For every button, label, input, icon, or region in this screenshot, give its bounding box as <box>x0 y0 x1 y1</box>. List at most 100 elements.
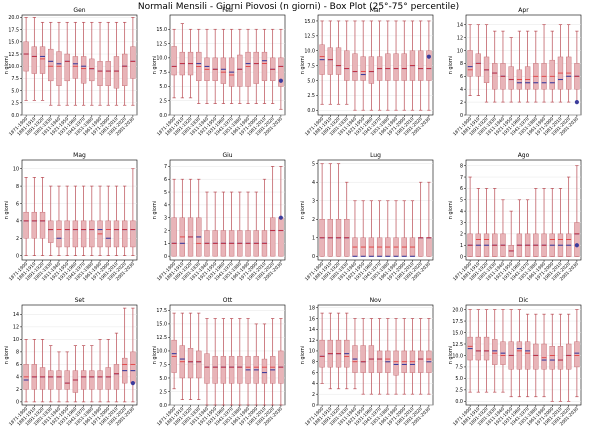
y-tick-label: 15.0 <box>304 19 315 25</box>
y-tick-label: 2 <box>460 100 463 106</box>
box <box>31 46 37 74</box>
box <box>212 356 218 384</box>
y-tick-label: 0 <box>312 403 315 409</box>
subplot-title: Set <box>75 297 86 304</box>
box <box>23 211 29 239</box>
box <box>48 48 54 82</box>
subplot-gen: Gen 0.0 2.5 5.0 7.5 10.0 12.5 15.0 17.5 20.0 n gio… <box>4 7 138 137</box>
box <box>113 56 120 89</box>
y-tick-label: 15.0 <box>156 322 167 328</box>
box <box>105 220 111 248</box>
box <box>56 220 62 248</box>
plot-area <box>317 14 434 116</box>
y-tick-label: 20.0 <box>8 15 19 21</box>
y-axis-label: n giorni <box>152 201 158 219</box>
box <box>492 63 498 90</box>
y-tick-label: 12.5 <box>156 41 167 47</box>
y-tick-label: 7 <box>460 175 463 181</box>
box <box>483 336 490 361</box>
y-tick-label: 5.0 <box>307 78 315 84</box>
y-tick-label: 6 <box>460 74 463 80</box>
box <box>426 50 432 81</box>
y-axis-label: n giorni <box>448 346 454 364</box>
plot-area <box>169 304 286 406</box>
y-tick-label: 17.5 <box>8 27 19 33</box>
box <box>80 220 87 248</box>
y-tick-label: 12.5 <box>452 342 463 348</box>
y-axis-label: n giorni <box>152 56 158 74</box>
y-axis-label: n giorni <box>300 346 306 364</box>
subplot-title: Feb <box>222 7 233 14</box>
y-tick-label: 2.5 <box>159 99 167 105</box>
y-tick-label: 20.0 <box>452 307 463 313</box>
box <box>327 47 333 75</box>
y-axis-label: n giorni <box>4 201 10 219</box>
y-tick-label: 2 <box>16 236 19 242</box>
y-tick-label: 5 <box>312 162 315 168</box>
y-tick-label: 6 <box>164 177 167 183</box>
y-tick-label: 0 <box>164 254 167 260</box>
y-axis-label: n giorni <box>152 346 158 364</box>
y-tick-label: 4 <box>16 219 19 225</box>
y-tick-label: 2 <box>312 217 315 223</box>
box <box>220 356 227 384</box>
flier-point <box>278 215 283 220</box>
y-tick-label: 4 <box>460 87 463 93</box>
plot-area <box>169 159 286 261</box>
y-tick-label: 6 <box>16 362 19 368</box>
box <box>171 46 177 76</box>
flier-point <box>426 54 431 59</box>
box <box>196 350 202 379</box>
plot-area <box>21 304 138 406</box>
y-tick-label: 4 <box>16 375 19 381</box>
y-tick-label: 0 <box>460 113 463 119</box>
y-tick-label: 10.0 <box>8 64 19 70</box>
box <box>64 220 70 248</box>
y-tick-label: 0 <box>16 253 19 259</box>
box <box>352 53 358 81</box>
box <box>89 370 95 390</box>
subplot-title: Ago <box>518 152 530 159</box>
box <box>171 217 177 257</box>
y-tick-label: 2 <box>16 387 19 393</box>
box <box>64 53 70 82</box>
box <box>97 370 103 390</box>
y-tick-label: 7.5 <box>159 70 167 76</box>
y-tick-label: 0 <box>460 254 463 260</box>
y-tick-label: 17.5 <box>156 308 167 314</box>
subplot-title: Mag <box>73 152 86 159</box>
box <box>39 211 46 239</box>
plot-area <box>21 14 138 116</box>
y-tick-label: 10.0 <box>304 49 315 55</box>
y-tick-label: 2 <box>312 392 315 398</box>
box <box>187 348 194 379</box>
box <box>80 56 87 84</box>
y-tick-label: 10.0 <box>156 56 167 62</box>
box <box>508 66 514 90</box>
box <box>278 217 284 257</box>
subplot-title: Lug <box>370 152 381 159</box>
y-tick-label: 10 <box>13 337 19 343</box>
box <box>418 350 424 373</box>
box <box>549 59 555 90</box>
y-tick-label: 12.5 <box>156 335 167 341</box>
y-tick-label: 8 <box>16 184 19 190</box>
box <box>418 50 424 81</box>
box <box>393 53 399 81</box>
box <box>80 370 87 390</box>
y-tick-label: 5.0 <box>455 376 463 382</box>
box <box>105 61 111 86</box>
box <box>39 46 46 74</box>
y-tick-label: 12 <box>457 35 463 41</box>
box <box>105 367 111 390</box>
box <box>557 346 564 370</box>
box <box>270 217 276 257</box>
box <box>524 66 531 90</box>
